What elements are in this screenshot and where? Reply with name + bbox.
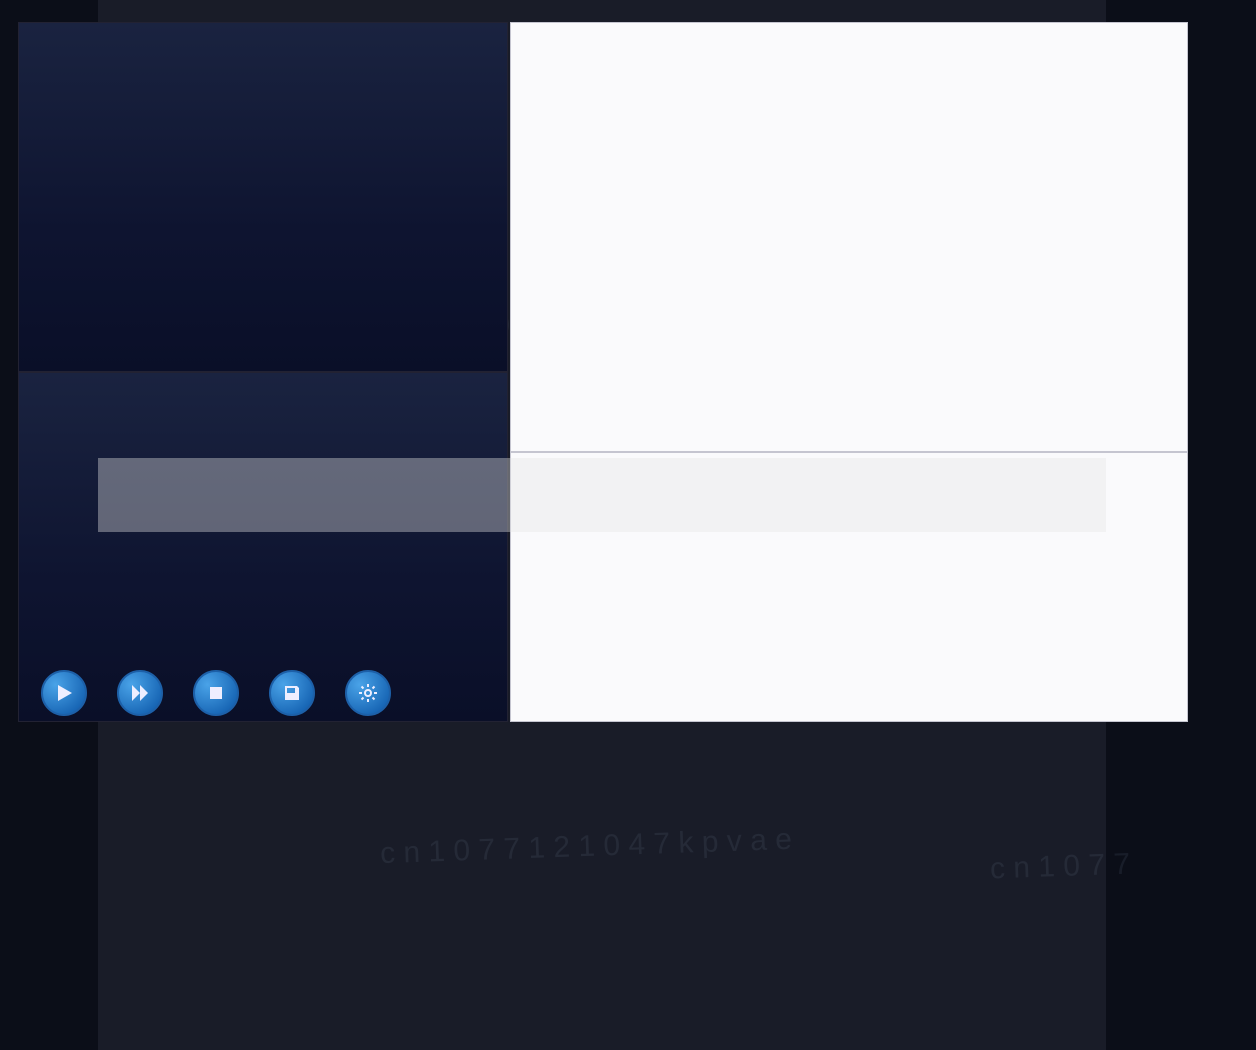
device-chart-normal [18,22,508,372]
save-button[interactable] [269,670,315,716]
pc-plot-1 [511,23,1188,452]
left-column [18,22,508,722]
device-chart-eye [18,372,508,722]
pc-chart-normal [510,22,1188,452]
chart-zone [18,22,1188,722]
right-column [510,22,1188,722]
device-toolbar [41,665,481,721]
description-block [112,770,1138,776]
play-button[interactable] [41,670,87,716]
ffwd-button[interactable] [117,670,163,716]
device-plot-1 [47,81,487,333]
watermark-band [98,458,1106,532]
stop-button[interactable] [193,670,239,716]
settings-button[interactable] [345,670,391,716]
device-header [53,33,85,48]
